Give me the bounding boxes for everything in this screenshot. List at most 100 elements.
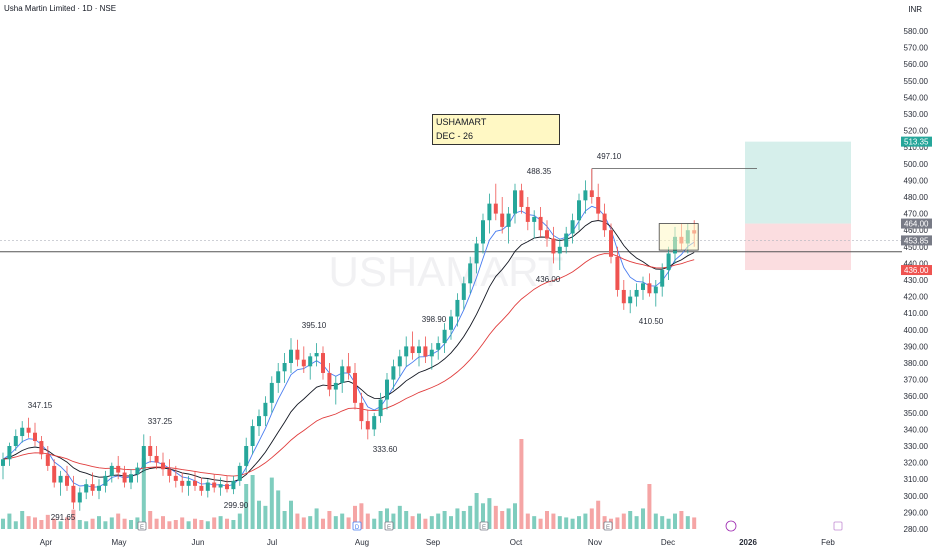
y-tick-label: 370.00: [904, 376, 929, 385]
price-label: 453.85: [904, 236, 929, 245]
price-label: 436.00: [904, 266, 929, 275]
candle-body: [538, 216, 543, 231]
volume-bar: [468, 505, 473, 529]
y-tick-label: 290.00: [904, 508, 929, 517]
candle-body: [532, 216, 537, 222]
volume-bar: [205, 521, 210, 529]
volume-bar: [404, 511, 409, 529]
swing-label: 436.00: [536, 275, 561, 284]
candle-body: [449, 316, 453, 330]
volume-bar: [167, 521, 172, 529]
volume-bar: [551, 513, 556, 529]
candle-body: [647, 283, 652, 294]
x-tick-label: May: [111, 538, 126, 547]
volume-bar: [250, 475, 255, 529]
swing-label: 410.50: [639, 317, 664, 326]
x-tick-label: Apr: [40, 538, 53, 547]
y-tick-label: 400.00: [904, 326, 929, 335]
volume-bar: [90, 518, 95, 529]
candle-body: [148, 446, 153, 456]
volume-bar: [449, 516, 453, 529]
volume-bar: [39, 520, 44, 529]
volume-bar: [301, 517, 306, 529]
volume-bar: [116, 513, 121, 529]
volume-bar: [263, 505, 268, 529]
volume-bar: [20, 511, 25, 529]
candle-body: [417, 346, 421, 354]
candle-body: [269, 382, 274, 403]
candle-body: [660, 270, 665, 287]
note-box[interactable]: USHAMART DEC - 26: [432, 114, 560, 145]
volume-bar: [545, 511, 549, 529]
x-tick-label: Sep: [426, 538, 441, 547]
candle-body: [365, 421, 370, 430]
volume-bar: [589, 508, 594, 529]
swing-label: 347.15: [28, 401, 53, 410]
volume-bar: [442, 511, 447, 529]
candle-body: [545, 230, 549, 239]
candle-body: [391, 366, 396, 380]
candle-body: [461, 283, 466, 300]
candle-body: [666, 253, 671, 271]
volume-bar: [289, 500, 293, 529]
candle-body: [404, 346, 409, 357]
volume-bar: [327, 511, 332, 529]
candle-body: [39, 441, 44, 455]
candle-body: [385, 379, 389, 400]
volume-bar: [397, 505, 402, 529]
volume-bar: [84, 521, 89, 529]
candle-body: [340, 366, 345, 383]
volume-bar: [666, 518, 671, 529]
consolidation-box: [658, 223, 699, 251]
volume-bar: [65, 517, 69, 529]
volume-bar: [621, 513, 626, 529]
event-marker-label: E: [140, 525, 144, 531]
candle-body: [103, 475, 108, 486]
y-tick-label: 500.00: [904, 160, 929, 169]
volume-bar: [564, 517, 569, 529]
volume-bar: [423, 518, 428, 529]
y-tick-label: 540.00: [904, 93, 929, 102]
volume-bar: [557, 516, 562, 529]
volume-bar: [308, 516, 313, 529]
event-marker-label: E: [482, 525, 486, 531]
volume-bar: [436, 513, 441, 529]
volume-bar: [269, 477, 274, 529]
candle-body: [1, 459, 5, 466]
swing-label: 395.10: [302, 321, 327, 330]
candle-body: [282, 363, 287, 372]
candle-body: [244, 446, 249, 466]
volume-bar: [538, 518, 543, 529]
y-tick-label: 460.00: [904, 226, 929, 235]
candle-body: [564, 233, 569, 247]
volume-bar: [161, 516, 165, 529]
x-tick-label: Jun: [192, 538, 205, 547]
price-label-bg: [901, 265, 932, 276]
candle-body: [33, 432, 37, 442]
note-line-2: DEC - 26: [436, 131, 474, 141]
candle-body: [77, 492, 82, 503]
candle-body: [122, 472, 127, 483]
event-marker: [384, 521, 394, 531]
volume-bar: [506, 508, 511, 529]
volume-bar: [346, 517, 351, 529]
candle-body: [327, 372, 332, 390]
volume-bar: [154, 518, 159, 529]
volume-bar: [653, 513, 658, 529]
price-label: 513.35: [904, 138, 929, 147]
candle-body: [653, 286, 658, 294]
volume-bar: [513, 503, 517, 529]
y-tick-label: 300.00: [904, 492, 929, 501]
volume-bar: [103, 521, 108, 529]
volume-bar: [218, 516, 223, 529]
volume-bar: [493, 505, 498, 529]
volume-bar: [487, 498, 492, 529]
volume-bar: [333, 516, 338, 529]
candle-body: [513, 190, 517, 214]
volume-bar: [372, 518, 377, 529]
price-label-bg: [901, 235, 932, 246]
price-label-bg: [901, 136, 932, 147]
volume-bar: [173, 520, 178, 529]
future-event-icon: [833, 521, 843, 531]
